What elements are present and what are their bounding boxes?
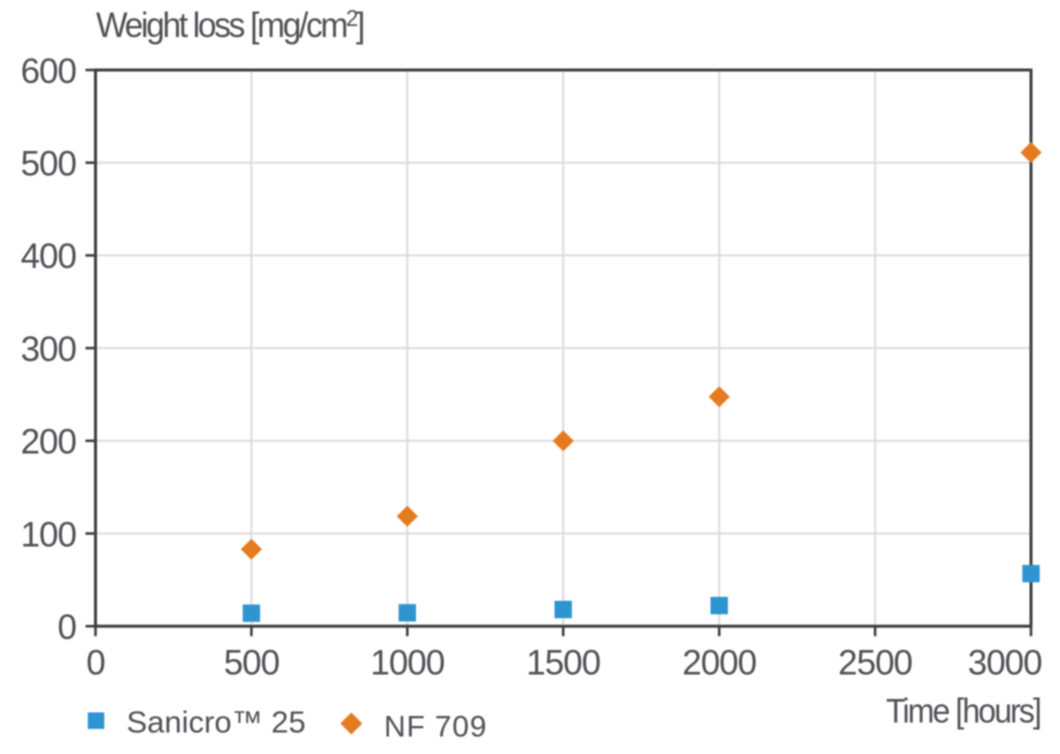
svg-text:3000: 3000 [968, 644, 1042, 683]
svg-text:400: 400 [21, 237, 77, 276]
svg-text:Sanicro™ 25: Sanicro™ 25 [127, 705, 306, 740]
svg-text:Time [hours]: Time [hours] [886, 693, 1041, 731]
svg-text:0: 0 [58, 608, 77, 647]
svg-text:100: 100 [21, 515, 77, 554]
svg-text:200: 200 [21, 423, 77, 462]
svg-text:1000: 1000 [370, 644, 444, 683]
svg-text:0: 0 [86, 644, 105, 683]
svg-text:2500: 2500 [838, 644, 912, 683]
svg-text:300: 300 [21, 330, 77, 369]
svg-text:600: 600 [21, 52, 77, 91]
svg-text:2000: 2000 [682, 644, 756, 683]
svg-text:NF 709: NF 709 [384, 711, 487, 744]
svg-text:500: 500 [224, 644, 280, 683]
svg-text:1500: 1500 [526, 644, 600, 683]
svg-text:Weight loss [mg/cm2]: Weight loss [mg/cm2] [96, 5, 364, 45]
svg-text:500: 500 [21, 145, 77, 184]
